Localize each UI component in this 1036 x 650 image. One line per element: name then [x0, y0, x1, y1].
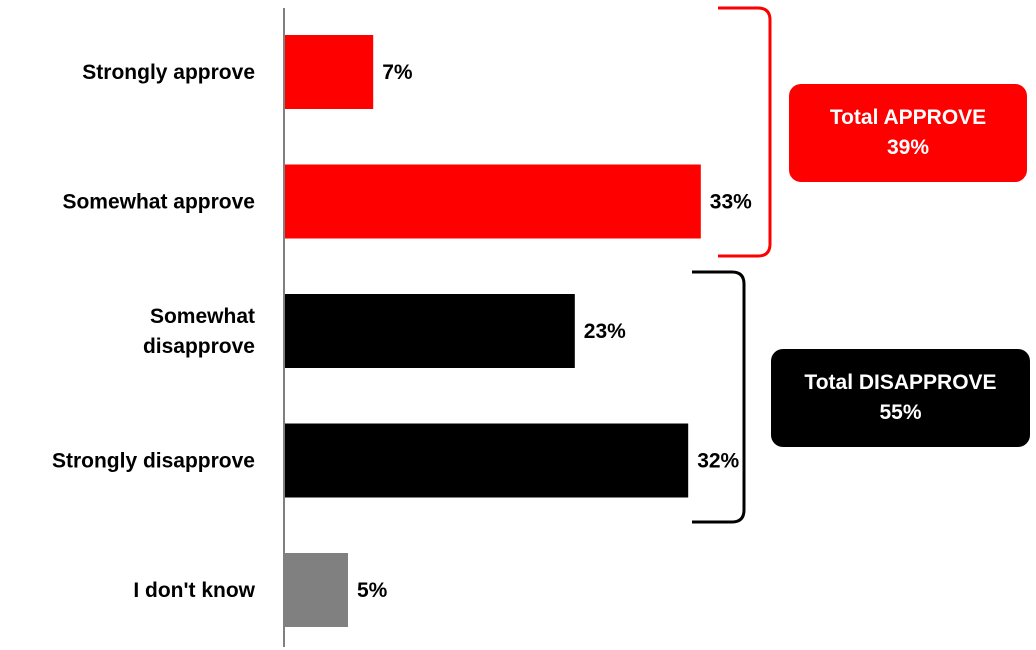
- bar-value-label: 5%: [357, 579, 388, 602]
- total-disapprove-box: Total DISAPPROVE 55%: [771, 349, 1030, 447]
- bars-layer: 7% Strongly approve 33% Somewhat approve 23%…: [52, 35, 752, 627]
- bar-value-label: 23%: [584, 320, 626, 343]
- bar-value-label: 33%: [710, 191, 752, 214]
- category-label: Strongly disapprove: [52, 450, 255, 473]
- total-approve-box: Total APPROVE 39%: [789, 84, 1027, 182]
- bar: [285, 164, 701, 239]
- total-disapprove-label: Total DISAPPROVE: [804, 371, 997, 394]
- bar: [285, 294, 575, 368]
- category-label: Somewhat approve: [62, 191, 255, 214]
- disapprove-bracket: [692, 270, 746, 524]
- total-approve-label: Total APPROVE: [829, 106, 987, 129]
- brackets-layer: [692, 6, 772, 524]
- bar: [285, 423, 689, 498]
- bar-value-label: 32%: [697, 450, 739, 473]
- approve-bracket: [718, 6, 772, 258]
- category-label: Strongly approve: [82, 61, 255, 84]
- bar: [285, 553, 348, 627]
- total-disapprove-value: 55%: [879, 401, 922, 424]
- bar-value-label: 7%: [382, 61, 413, 84]
- category-label: Somewhat: [150, 305, 255, 328]
- category-label: I don't know: [133, 579, 255, 602]
- bar: [285, 35, 374, 109]
- total-approve-value: 39%: [886, 136, 930, 159]
- category-label: disapprove: [143, 335, 255, 358]
